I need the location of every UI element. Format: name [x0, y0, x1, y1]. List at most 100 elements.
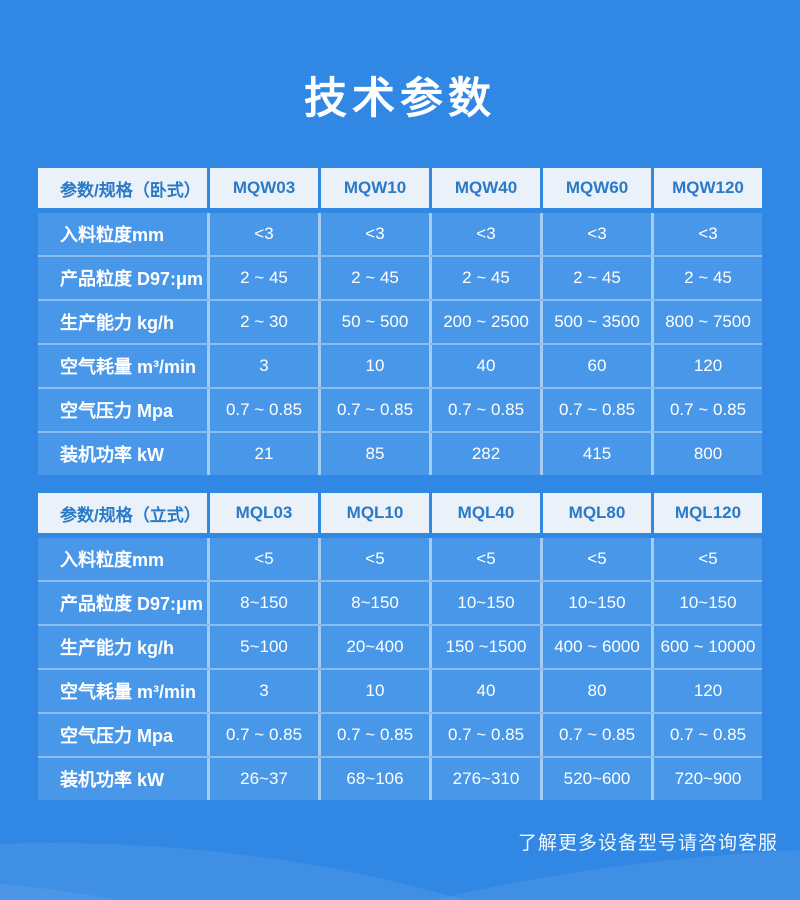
spec-value-cell: 520~600: [540, 758, 651, 800]
spec-value-cell: 26~37: [207, 758, 318, 800]
spec-value-cell: 85: [318, 433, 429, 475]
column-header: MQL10: [318, 493, 429, 533]
spec-value-cell: 10~150: [540, 582, 651, 624]
spec-value-cell: 2 ~ 45: [651, 257, 762, 299]
spec-value-cell: 40: [429, 670, 540, 712]
spec-value-cell: 40: [429, 345, 540, 387]
column-header: MQL40: [429, 493, 540, 533]
spec-value-cell: 800 ~ 7500: [651, 301, 762, 343]
table-row: 产品粒度 D97:μm 8~150 8~150 10~150 10~150 10~150: [38, 580, 762, 624]
spec-value-cell: 2 ~ 45: [540, 257, 651, 299]
table-body: 入料粒度mm <3 <3 <3 <3 <3 产品粒度 D97:μm 2 ~ 45 2 ~ 45 2…: [38, 213, 762, 475]
column-header: MQW10: [318, 168, 429, 208]
spec-value-cell: 2 ~ 30: [207, 301, 318, 343]
spec-value-cell: <3: [207, 213, 318, 255]
row-label-cell: 装机功率 kW: [38, 758, 207, 800]
column-header: MQL120: [651, 493, 762, 533]
spec-value-cell: 282: [429, 433, 540, 475]
spec-value-cell: 400 ~ 6000: [540, 626, 651, 668]
spec-value-cell: 50 ~ 500: [318, 301, 429, 343]
spec-value-cell: 8~150: [318, 582, 429, 624]
row-label-cell: 装机功率 kW: [38, 433, 207, 475]
spec-value-cell: <3: [429, 213, 540, 255]
column-header: MQW40: [429, 168, 540, 208]
table-row: 空气压力 Mpa 0.7 ~ 0.85 0.7 ~ 0.85 0.7 ~ 0.85 0.…: [38, 712, 762, 756]
spec-value-cell: 0.7 ~ 0.85: [318, 714, 429, 756]
spec-value-cell: 276~310: [429, 758, 540, 800]
spec-value-cell: <5: [651, 538, 762, 580]
table-body: 入料粒度mm <5 <5 <5 <5 <5 产品粒度 D97:μm 8~150 8~150 10~…: [38, 538, 762, 800]
spec-value-cell: 120: [651, 345, 762, 387]
column-header: MQW60: [540, 168, 651, 208]
spec-value-cell: 10: [318, 345, 429, 387]
spec-value-cell: 68~106: [318, 758, 429, 800]
spec-value-cell: 0.7 ~ 0.85: [540, 389, 651, 431]
spec-value-cell: <3: [540, 213, 651, 255]
spec-value-cell: 0.7 ~ 0.85: [207, 714, 318, 756]
spec-value-cell: 0.7 ~ 0.85: [318, 389, 429, 431]
row-label-cell: 空气压力 Mpa: [38, 714, 207, 756]
spec-value-cell: 8~150: [207, 582, 318, 624]
spec-value-cell: 0.7 ~ 0.85: [429, 389, 540, 431]
row-label-cell: 生产能力 kg/h: [38, 301, 207, 343]
page-title: 技术参数: [304, 75, 496, 123]
spec-value-cell: 2 ~ 45: [318, 257, 429, 299]
row-label-cell: 空气耗量 m³/min: [38, 670, 207, 712]
table-row: 生产能力 kg/h 5~100 20~400 150 ~1500 400 ~ 6000 6…: [38, 624, 762, 668]
spec-value-cell: <3: [318, 213, 429, 255]
spec-value-cell: 0.7 ~ 0.85: [651, 714, 762, 756]
footer-note: 了解更多设备型号请咨询客服: [517, 833, 778, 854]
spec-value-cell: 2 ~ 45: [429, 257, 540, 299]
spec-value-cell: 0.7 ~ 0.85: [429, 714, 540, 756]
spec-value-cell: 3: [207, 345, 318, 387]
row-label-cell: 产品粒度 D97:μm: [38, 257, 207, 299]
table-row: 装机功率 kW 26~37 68~106 276~310 520~600 720~900: [38, 756, 762, 800]
spec-value-cell: 0.7 ~ 0.85: [651, 389, 762, 431]
spec-table-vertical: 参数/规格（立式） MQL03 MQL10 MQL40 MQL80 MQL120 入料粒度m…: [38, 493, 762, 800]
spec-value-cell: 20~400: [318, 626, 429, 668]
table-header-row: 参数/规格（卧式） MQW03 MQW10 MQW40 MQW60 MQW120: [38, 168, 762, 208]
spec-value-cell: 0.7 ~ 0.85: [540, 714, 651, 756]
spec-value-cell: 10~150: [651, 582, 762, 624]
spec-value-cell: 600 ~ 10000: [651, 626, 762, 668]
corner-header: 参数/规格（卧式）: [38, 168, 207, 208]
row-label-cell: 生产能力 kg/h: [38, 626, 207, 668]
spec-value-cell: <5: [540, 538, 651, 580]
spec-value-cell: 720~900: [651, 758, 762, 800]
spec-value-cell: 21: [207, 433, 318, 475]
table-row: 入料粒度mm <3 <3 <3 <3 <3: [38, 213, 762, 255]
spec-value-cell: 10~150: [429, 582, 540, 624]
spec-value-cell: 3: [207, 670, 318, 712]
column-header: MQL03: [207, 493, 318, 533]
spec-value-cell: 415: [540, 433, 651, 475]
spec-value-cell: 150 ~1500: [429, 626, 540, 668]
table-row: 生产能力 kg/h 2 ~ 30 50 ~ 500 200 ~ 2500 500 ~ 3…: [38, 299, 762, 343]
spec-value-cell: 120: [651, 670, 762, 712]
row-label-cell: 空气耗量 m³/min: [38, 345, 207, 387]
spec-value-cell: <3: [651, 213, 762, 255]
corner-header: 参数/规格（立式）: [38, 493, 207, 533]
table-row: 入料粒度mm <5 <5 <5 <5 <5: [38, 538, 762, 580]
spec-value-cell: 500 ~ 3500: [540, 301, 651, 343]
column-header: MQL80: [540, 493, 651, 533]
table-row: 装机功率 kW 21 85 282 415 800: [38, 431, 762, 475]
spec-value-cell: 10: [318, 670, 429, 712]
column-header: MQW120: [651, 168, 762, 208]
table-row: 空气耗量 m³/min 3 10 40 80 120: [38, 668, 762, 712]
spec-value-cell: 2 ~ 45: [207, 257, 318, 299]
spec-value-cell: <5: [429, 538, 540, 580]
spec-value-cell: 0.7 ~ 0.85: [207, 389, 318, 431]
spec-value-cell: <5: [318, 538, 429, 580]
spec-value-cell: 200 ~ 2500: [429, 301, 540, 343]
table-row: 空气耗量 m³/min 3 10 40 60 120: [38, 343, 762, 387]
spec-value-cell: 800: [651, 433, 762, 475]
row-label-cell: 入料粒度mm: [38, 213, 207, 255]
row-label-cell: 产品粒度 D97:μm: [38, 582, 207, 624]
row-label-cell: 空气压力 Mpa: [38, 389, 207, 431]
column-header: MQW03: [207, 168, 318, 208]
table-header-row: 参数/规格（立式） MQL03 MQL10 MQL40 MQL80 MQL120: [38, 493, 762, 533]
spec-value-cell: <5: [207, 538, 318, 580]
table-row: 空气压力 Mpa 0.7 ~ 0.85 0.7 ~ 0.85 0.7 ~ 0.85 0.…: [38, 387, 762, 431]
row-label-cell: 入料粒度mm: [38, 538, 207, 580]
